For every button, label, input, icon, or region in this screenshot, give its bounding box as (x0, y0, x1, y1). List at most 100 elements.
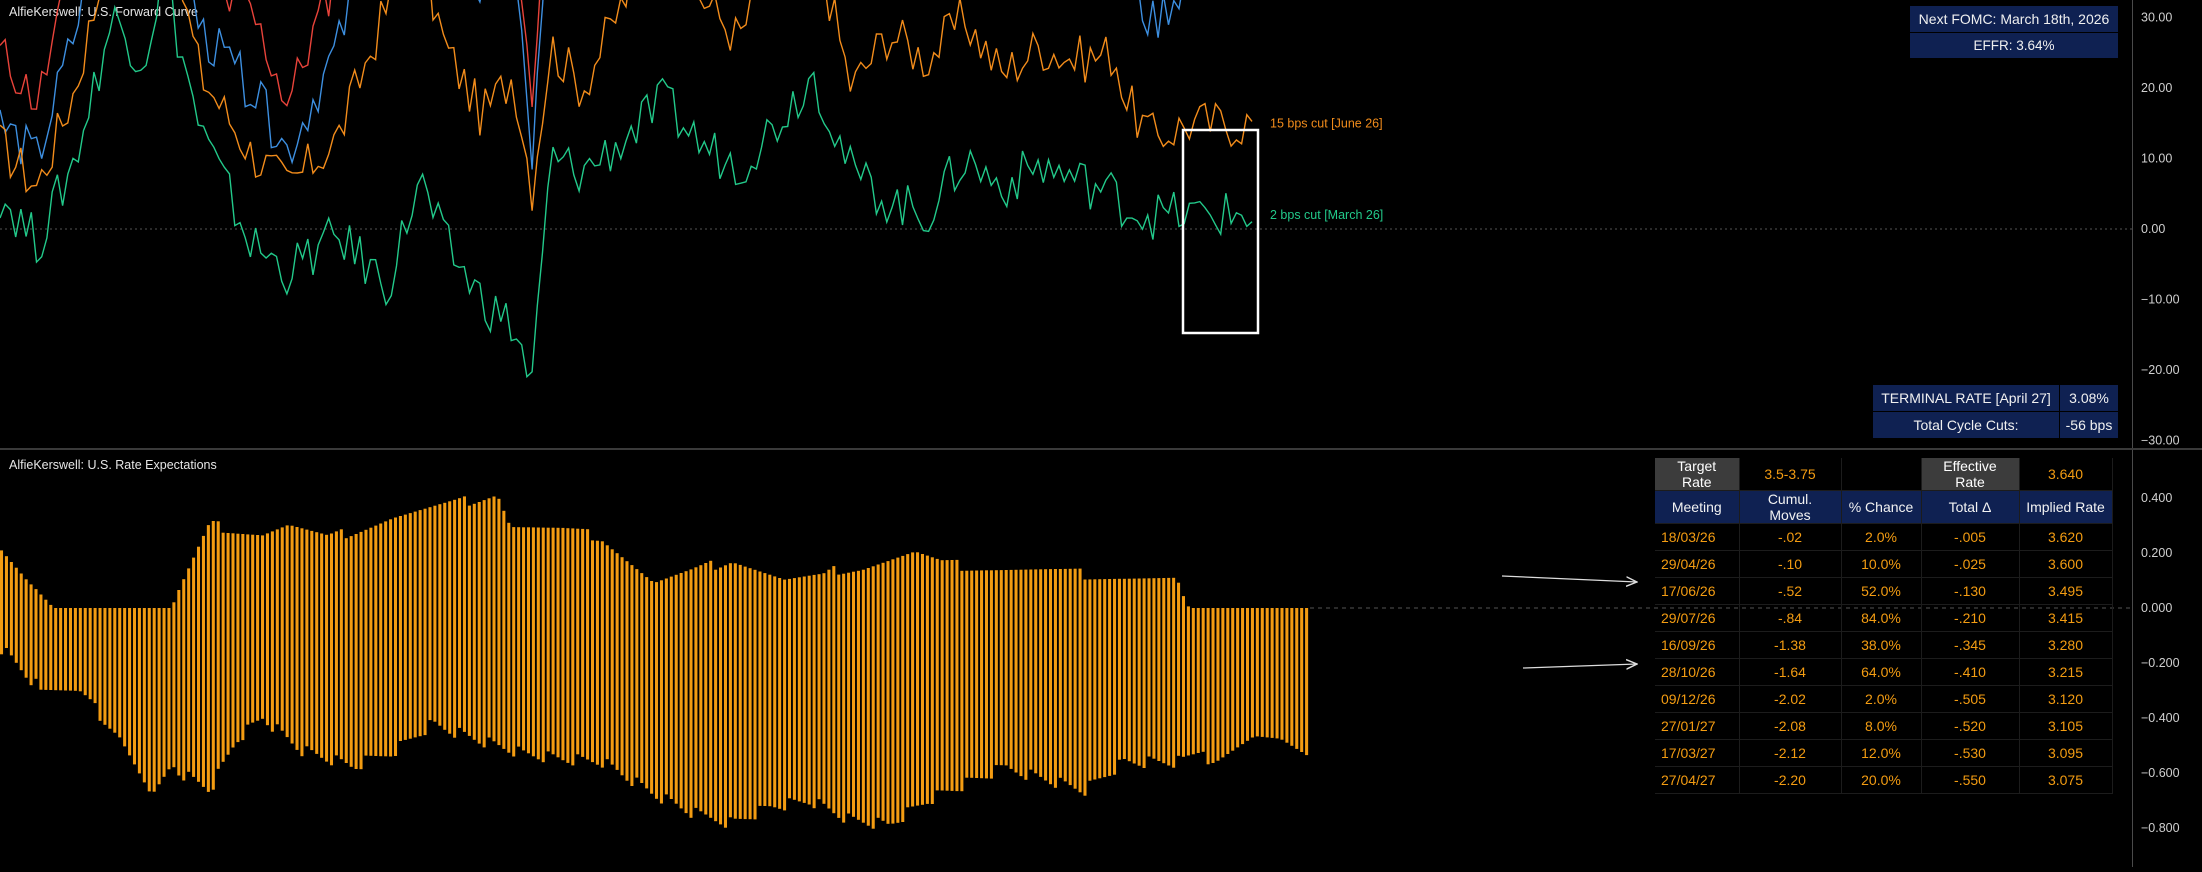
table-row: 09/12/26 -2.02 2.0% -.505 3.120 (1655, 685, 2113, 713)
bar (526, 527, 530, 754)
bar (1265, 608, 1269, 738)
bar (54, 608, 58, 691)
bar (1029, 569, 1033, 770)
bar (1285, 608, 1289, 743)
bar (714, 569, 718, 822)
bar (379, 523, 383, 757)
table-row: 17/06/26 -.52 52.0% -.130 3.495 (1655, 577, 2113, 605)
bar (1044, 569, 1048, 781)
bar (610, 549, 614, 765)
bar (428, 507, 432, 721)
cell-implied-rate: 3.105 (2019, 712, 2113, 740)
table-row: 29/04/26 -.10 10.0% -.025 3.600 (1655, 550, 2113, 578)
cell-chance: 52.0% (1841, 577, 1922, 605)
bar (236, 533, 240, 743)
cell-meeting: 27/01/27 (1655, 712, 1740, 740)
bar (1231, 608, 1235, 751)
bar (9, 562, 13, 656)
bar (438, 504, 442, 726)
bar (64, 608, 68, 691)
bar (581, 528, 585, 757)
series-line-3 (0, 0, 1253, 379)
bar (1147, 578, 1151, 757)
y-tick-label: −0.200 (2141, 656, 2180, 670)
cell-cumul-moves: -1.64 (1739, 658, 1842, 686)
bar (408, 513, 412, 739)
bar (1009, 569, 1013, 769)
terminal-rate-label: TERMINAL RATE [April 27] (1873, 385, 2059, 411)
cell-total-delta: -.345 (1921, 631, 2020, 659)
rate-expectations-y-axis[interactable]: 0.400 0.200 0.000 −0.200 −0.400 −0.600 −0.800 (2132, 450, 2202, 867)
bar (265, 533, 269, 726)
cell-cumul-moves: -2.08 (1739, 712, 1842, 740)
cell-chance: 84.0% (1841, 604, 1922, 632)
bar (1162, 578, 1166, 764)
bar (891, 559, 895, 824)
annotation-arrow (1522, 664, 1637, 668)
bar (1068, 568, 1072, 786)
bar (162, 608, 166, 777)
bar (1093, 579, 1097, 780)
bar (807, 575, 811, 805)
bar (1250, 608, 1254, 738)
cell-total-delta: -.410 (1921, 658, 2020, 686)
bar (98, 608, 102, 721)
bar (901, 555, 905, 822)
forward-curve-y-axis[interactable]: 90.0080.0070.0060.0050.0040.0030.0020.00… (2132, 0, 2202, 448)
effective-rate-label: Effective Rate (1921, 458, 2020, 491)
bar (339, 529, 343, 760)
bar (305, 529, 309, 747)
bar (551, 527, 555, 755)
bar (325, 534, 329, 762)
bar (517, 527, 521, 747)
bar (783, 579, 787, 811)
column-header-total-delta: Total Δ (1921, 490, 2020, 524)
bar (29, 584, 33, 686)
cell-total-delta: -.005 (1921, 523, 2020, 551)
cell-chance: 10.0% (1841, 550, 1922, 578)
bar (1236, 608, 1240, 748)
cell-meeting: 29/04/26 (1655, 550, 1740, 578)
cell-chance: 38.0% (1841, 631, 1922, 659)
bar (443, 502, 447, 730)
bar (512, 527, 516, 757)
annotation-arrow (1501, 575, 1637, 582)
bar (44, 599, 48, 690)
y-tick-label: −20.00 (2141, 363, 2180, 377)
bar (989, 570, 993, 779)
bar (487, 498, 491, 738)
bar (290, 525, 294, 744)
bar (467, 505, 471, 736)
bar (1113, 578, 1117, 775)
bar (925, 555, 929, 804)
bar (482, 500, 486, 748)
bar (625, 561, 629, 781)
bar (669, 576, 673, 799)
bar (1053, 569, 1057, 788)
bar (507, 522, 511, 753)
bar (103, 608, 107, 725)
series-line-2 (0, 0, 1253, 211)
bar (384, 521, 388, 757)
cell-implied-rate: 3.600 (2019, 550, 2113, 578)
bar (211, 521, 215, 790)
bar (773, 576, 777, 808)
cell-implied-rate: 3.620 (2019, 523, 2113, 551)
column-header-meeting: Meeting (1655, 490, 1740, 524)
bar (492, 496, 496, 742)
bar (1196, 608, 1200, 753)
bar (719, 567, 723, 825)
bar (315, 532, 319, 754)
y-tick-label: 0.000 (2141, 601, 2172, 615)
bar (945, 560, 949, 791)
cell-cumul-moves: -1.38 (1739, 631, 1842, 659)
bar (630, 565, 634, 786)
bar (699, 565, 703, 812)
cell-total-delta: -.550 (1921, 766, 2020, 794)
bar (93, 608, 97, 704)
bar (1177, 582, 1181, 756)
bar (231, 533, 235, 748)
bar (536, 527, 540, 760)
bar (39, 594, 43, 690)
bar (999, 570, 1003, 766)
